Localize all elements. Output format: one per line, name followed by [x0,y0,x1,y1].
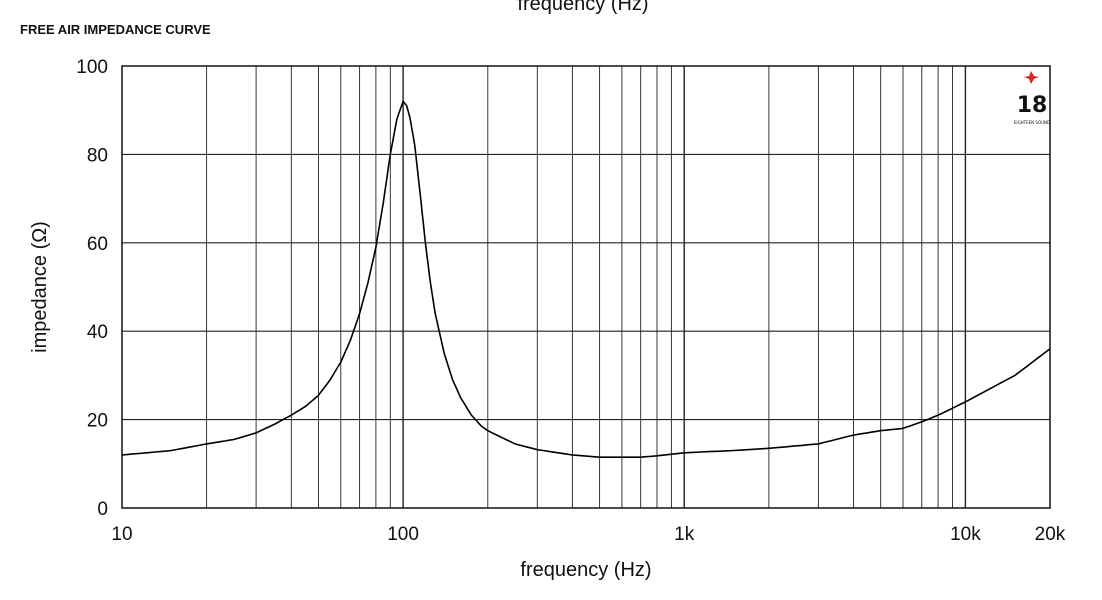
y-tick-label-4: 80 [87,145,108,166]
y-tick-label-3: 60 [87,234,108,255]
logo-subtext: EIGHTEEN SOUND [1014,120,1050,125]
chart-title: FREE AIR IMPEDANCE CURVE [20,22,211,37]
y-axis-label: impedance (Ω) [29,221,51,353]
y-tick-label-1: 20 [87,411,108,432]
grid [122,66,1051,508]
top-axis-label: frequency (Hz) [517,0,648,15]
brand-logo: 18 EIGHTEEN SOUND [1014,71,1050,125]
logo-number: 18 [1017,93,1048,118]
tick-labels: 10 100 1k 10k 20k 0 20 40 60 80 100 [76,57,1066,545]
x-tick-label-1: 100 [387,524,419,545]
impedance-series-line [121,99,1051,458]
x-tick-label-4: 20k [1035,524,1066,545]
x-tick-label-2: 1k [674,524,695,545]
y-tick-label-0: 0 [97,499,108,520]
y-tick-label-5: 100 [76,57,108,78]
star-icon [1024,71,1039,84]
plot-frame [121,65,1051,509]
x-tick-label-3: 10k [950,524,981,545]
x-tick-label-0: 10 [111,524,132,545]
y-tick-label-2: 40 [87,322,108,343]
x-axis-label: frequency (Hz) [520,559,651,581]
